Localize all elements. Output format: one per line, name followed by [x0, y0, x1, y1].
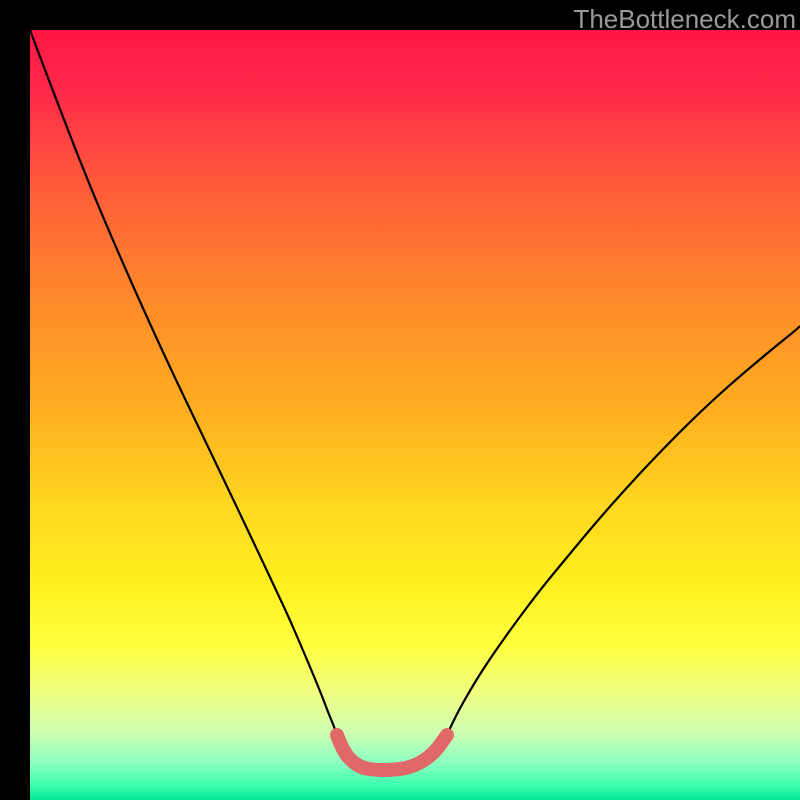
right-curve	[447, 326, 800, 735]
curve-layer	[30, 30, 800, 800]
watermark-text: TheBottleneck.com	[573, 4, 796, 35]
chart-container: TheBottleneck.com	[0, 0, 800, 800]
plot-area	[30, 30, 800, 800]
left-curve	[30, 30, 337, 735]
bottom-band-curve	[337, 735, 447, 770]
